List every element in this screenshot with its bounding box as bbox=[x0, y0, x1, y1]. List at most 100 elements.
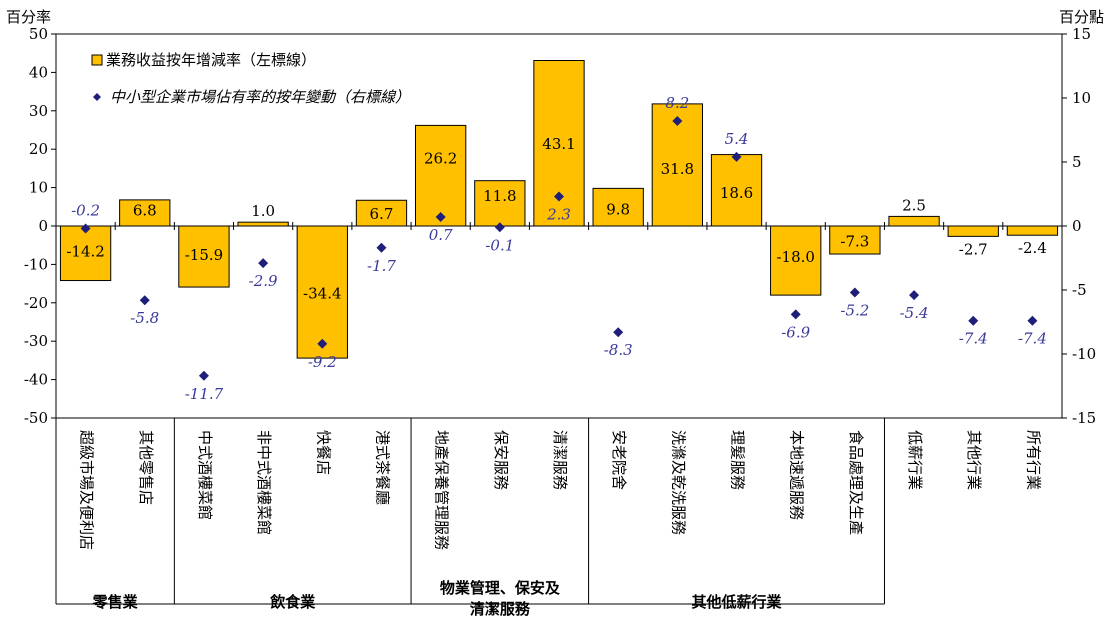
bar-value-label: -2.7 bbox=[959, 240, 988, 258]
left-tick-label: -50 bbox=[24, 409, 48, 427]
right-tick-label: 5 bbox=[1072, 153, 1082, 171]
left-axis-unit: 百分率 bbox=[6, 8, 51, 26]
right-tick-label: -5 bbox=[1072, 281, 1087, 299]
legend-label-marker: 中小型企業市場佔有率的按年變動（右標線） bbox=[110, 88, 410, 106]
legend: 業務收益按年增減率（左標線） 中小型企業市場佔有率的按年變動（右標線） bbox=[91, 51, 410, 106]
bar-value-label: -2.4 bbox=[1018, 239, 1047, 257]
marker-value-label: -0.1 bbox=[485, 236, 514, 254]
group-label: 物業管理、保安及 bbox=[440, 579, 561, 597]
category-label: 清潔服務 bbox=[551, 430, 569, 490]
category-label: 其他零售店 bbox=[137, 430, 155, 505]
category-label: 非中式酒樓菜館 bbox=[255, 430, 273, 535]
marker-value-label: -7.4 bbox=[959, 330, 988, 348]
group-label: 零售業 bbox=[92, 593, 139, 611]
left-tick-label: 30 bbox=[29, 102, 48, 120]
markers-layer bbox=[80, 116, 1038, 381]
bar-value-label: 1.0 bbox=[251, 202, 275, 220]
bar-value-label: 26.2 bbox=[424, 149, 457, 167]
category-labels: 超級市場及便利店 其他零售店 中式酒樓菜館 非中式酒樓菜館 快餐店 港式茶餐廳 地產保養管理… bbox=[55, 418, 1042, 618]
bar bbox=[59, 225, 112, 282]
marker bbox=[909, 290, 920, 301]
category-label: 本地速遞服務 bbox=[788, 430, 806, 520]
bar bbox=[237, 221, 289, 227]
bar-value-label: 2.5 bbox=[902, 196, 926, 214]
bar-value-label: -18.0 bbox=[776, 248, 814, 266]
marker-value-label: 2.3 bbox=[546, 206, 571, 224]
bar bbox=[592, 187, 644, 227]
legend-swatch-bar bbox=[91, 54, 103, 66]
marker bbox=[613, 327, 624, 338]
marker-value-label: -7.4 bbox=[1018, 330, 1047, 348]
marker bbox=[376, 242, 387, 253]
left-tick-label: 0 bbox=[38, 217, 48, 235]
left-tick-label: -10 bbox=[24, 255, 48, 273]
category-label: 港式茶餐廳 bbox=[373, 430, 391, 505]
left-tick-label: 50 bbox=[29, 25, 48, 43]
right-tick-label: -15 bbox=[1072, 409, 1096, 427]
labels-layer: -14.2 6.8 -15.9 1.0 -34.4 6.7 26.2 11.8 43.1 9.8 3… bbox=[66, 94, 1047, 403]
marker-value-label: -11.7 bbox=[185, 385, 224, 403]
right-tick-label: -10 bbox=[1072, 345, 1096, 363]
marker bbox=[731, 151, 742, 162]
marker bbox=[198, 370, 209, 381]
legend-label-bar: 業務收益按年增減率（左標線） bbox=[106, 51, 316, 69]
bar bbox=[178, 225, 230, 288]
marker-value-label: -8.3 bbox=[604, 341, 633, 359]
bar-value-label: 6.8 bbox=[133, 202, 157, 220]
legend-swatch-marker bbox=[93, 93, 101, 101]
marker bbox=[790, 309, 801, 320]
category-label: 低薪行業 bbox=[906, 430, 924, 490]
marker-value-label: -1.7 bbox=[367, 257, 396, 275]
bar-value-label: 31.8 bbox=[661, 160, 694, 178]
bar-value-label: 9.8 bbox=[606, 200, 630, 218]
marker-value-label: 5.4 bbox=[725, 130, 749, 148]
left-tick-label: -40 bbox=[24, 371, 48, 389]
marker bbox=[139, 295, 150, 306]
category-label: 所有行業 bbox=[1024, 430, 1042, 490]
right-tick-label: 0 bbox=[1072, 217, 1082, 235]
category-label: 理髮服務 bbox=[729, 430, 747, 490]
bar bbox=[829, 225, 881, 255]
group-label: 其他低薪行業 bbox=[692, 593, 783, 611]
marker bbox=[317, 338, 328, 349]
right-tick-label: 15 bbox=[1072, 25, 1091, 43]
left-tick-label: 10 bbox=[29, 179, 48, 197]
marker bbox=[554, 191, 564, 202]
marker-value-label: -0.2 bbox=[71, 202, 100, 220]
bar bbox=[355, 199, 408, 227]
category-label: 地產保養管理服務 bbox=[433, 430, 451, 550]
category-label: 食品處理及生產 bbox=[847, 430, 865, 535]
bar bbox=[770, 225, 822, 296]
marker bbox=[258, 258, 269, 269]
left-tick-label: 20 bbox=[29, 140, 48, 158]
right-axis-unit: 百分點 bbox=[1059, 8, 1104, 26]
bar-value-label: -34.4 bbox=[303, 285, 341, 303]
marker bbox=[849, 287, 860, 298]
bar-value-label: 11.8 bbox=[483, 187, 516, 205]
marker-value-label: -5.2 bbox=[840, 302, 869, 320]
marker-value-label: -2.9 bbox=[249, 272, 278, 290]
bar-value-label: 6.7 bbox=[370, 205, 394, 223]
bar-value-label: 18.6 bbox=[720, 184, 753, 202]
left-tick-label: -20 bbox=[24, 294, 48, 312]
category-label: 洗滌及乾洗服務 bbox=[669, 430, 687, 535]
category-label: 中式酒樓菜館 bbox=[196, 430, 214, 520]
bar bbox=[474, 180, 526, 227]
right-tick-label: 10 bbox=[1072, 89, 1091, 107]
marker-value-label: 8.2 bbox=[665, 94, 689, 112]
left-tick-label: -30 bbox=[24, 332, 48, 350]
category-label: 安老院舍 bbox=[610, 430, 628, 490]
marker bbox=[435, 212, 446, 223]
marker bbox=[672, 116, 683, 127]
marker-value-label: 0.7 bbox=[429, 226, 453, 244]
bar bbox=[947, 225, 999, 237]
bar-value-label: -15.9 bbox=[185, 246, 223, 264]
marker-value-label: -5.4 bbox=[900, 304, 929, 322]
bar bbox=[119, 199, 171, 227]
bar bbox=[1006, 225, 1059, 236]
bar-value-label: -14.2 bbox=[66, 242, 104, 260]
bar-value-label: 43.1 bbox=[542, 135, 575, 153]
group-label: 飲食業 bbox=[269, 593, 316, 611]
marker-value-label: -5.8 bbox=[130, 309, 159, 327]
